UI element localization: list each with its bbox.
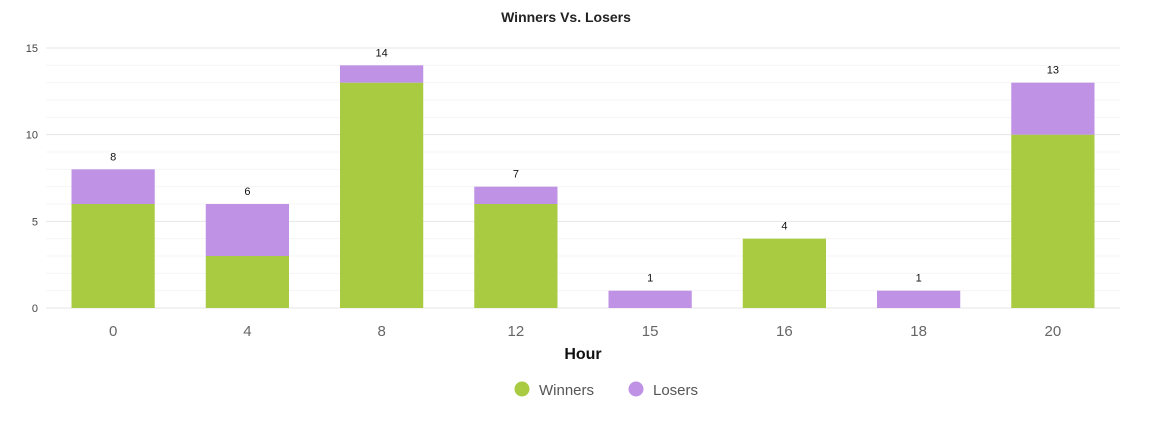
bar-winners-4[interactable] bbox=[205, 256, 289, 308]
data-label-total: 6 bbox=[244, 186, 250, 198]
legend[interactable]: Winners Losers bbox=[514, 381, 699, 400]
bar-winners-20[interactable] bbox=[1011, 134, 1095, 308]
x-tick-label: 20 bbox=[1045, 323, 1062, 340]
bar-winners-12[interactable] bbox=[474, 204, 558, 308]
x-tick-label: 8 bbox=[377, 323, 385, 340]
legend-marker bbox=[628, 381, 644, 397]
data-label-total: 1 bbox=[916, 273, 922, 285]
x-tick-label: 0 bbox=[109, 323, 117, 340]
x-tick-label: 18 bbox=[910, 323, 927, 340]
bar-winners-16[interactable] bbox=[742, 238, 826, 308]
bar-losers-0[interactable] bbox=[71, 169, 155, 204]
x-axis: 0 4 8 12 15 16 18 20 bbox=[109, 323, 1061, 340]
x-tick-label: 4 bbox=[243, 323, 251, 340]
y-axis: 0 5 10 15 bbox=[26, 43, 38, 315]
data-label-total: 13 bbox=[1047, 65, 1059, 77]
bar-losers-15[interactable] bbox=[608, 290, 692, 308]
bar-losers-4[interactable] bbox=[205, 204, 289, 256]
x-axis-title: Hour bbox=[564, 346, 601, 363]
legend-item-winners[interactable]: Winners bbox=[514, 381, 595, 400]
data-label-total: 14 bbox=[376, 47, 388, 59]
x-tick-label: 15 bbox=[642, 323, 659, 340]
legend-item-losers[interactable]: Losers bbox=[628, 381, 699, 400]
y-tick-label: 5 bbox=[32, 216, 38, 228]
x-tick-label: 12 bbox=[508, 323, 525, 340]
y-tick-label: 15 bbox=[26, 43, 38, 55]
bar-losers-20[interactable] bbox=[1011, 82, 1095, 135]
legend-marker bbox=[514, 381, 530, 397]
chart-title: Winners Vs. Losers bbox=[501, 9, 631, 25]
data-label-total: 1 bbox=[647, 273, 653, 285]
x-tick-label: 16 bbox=[776, 323, 793, 340]
bar-winners-8[interactable] bbox=[340, 82, 424, 309]
y-tick-label: 10 bbox=[26, 130, 38, 142]
bar-winners-0[interactable] bbox=[71, 204, 155, 308]
legend-label: Losers bbox=[653, 382, 698, 399]
data-label-total: 7 bbox=[513, 169, 519, 181]
bar-losers-8[interactable] bbox=[340, 65, 424, 83]
legend-label: Winners bbox=[539, 382, 594, 399]
bar-losers-18[interactable] bbox=[877, 290, 961, 308]
y-tick-label: 0 bbox=[32, 303, 38, 315]
bar-losers-12[interactable] bbox=[474, 186, 558, 204]
data-label-total: 4 bbox=[781, 221, 787, 233]
data-label-total: 8 bbox=[110, 151, 116, 163]
bars bbox=[71, 65, 1095, 309]
